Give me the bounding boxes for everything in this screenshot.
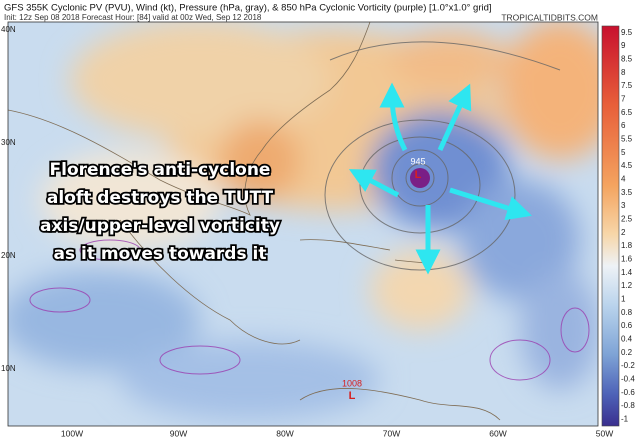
latitude-label: 40N — [1, 25, 16, 34]
colorbar-label: -0.6 — [621, 388, 635, 397]
colorbar-label: 5.5 — [621, 134, 633, 143]
colorbar-label: 4 — [621, 174, 626, 183]
colorbar-label: 1.4 — [621, 268, 633, 277]
colorbar-label: 3 — [621, 201, 626, 210]
colorbar-label: 2 — [621, 228, 626, 237]
longitude-label: 50W — [596, 428, 613, 438]
colorbar-label: 6 — [621, 121, 626, 130]
longitude-label: 70W — [383, 428, 400, 438]
longitude-label: 60W — [489, 428, 506, 438]
colorbar-label: 0.6 — [621, 321, 633, 330]
title: GFS 355K Cyclonic PV (PVU), Wind (kt), P… — [4, 3, 492, 14]
colorbar-label: 4.5 — [621, 161, 633, 170]
colorbar-label: 9.5 — [621, 28, 633, 37]
colorbar-label: -1 — [621, 414, 629, 423]
colorbar-label: 1.6 — [621, 254, 633, 263]
annotation: Florence's anti-cyclone — [50, 160, 271, 180]
colorbar-label: 8.5 — [621, 54, 633, 63]
colorbar-label: 1.2 — [621, 281, 633, 290]
svg-text:L: L — [349, 390, 356, 402]
colorbar-label: 2.5 — [621, 214, 633, 223]
colorbar-label: 0.8 — [621, 308, 633, 317]
colorbar-label: 1 — [621, 294, 626, 303]
low-pressure: 1008 — [342, 378, 362, 388]
longitude-label: 80W — [276, 428, 293, 438]
colorbar-label: 1.8 — [621, 241, 633, 250]
colorbar-label: -0.8 — [621, 401, 635, 410]
colorbar-label: -0.2 — [621, 361, 635, 370]
colorbar-label: 9 — [621, 41, 626, 50]
annotation: axis/upper-level vorticity — [40, 216, 280, 236]
annotation: aloft destroys the TUTT — [47, 188, 274, 208]
site-name: TROPICALTIDBITS.COM — [501, 12, 598, 22]
colorbar-label: 3.5 — [621, 188, 633, 197]
colorbar-label: 5 — [621, 148, 626, 157]
colorbar-label: 8 — [621, 68, 626, 77]
subtitle: Init: 12z Sep 08 2018 Forecast Hour: [84… — [4, 13, 262, 22]
latitude-label: 20N — [1, 251, 16, 260]
colorbar-label: 6.5 — [621, 108, 633, 117]
colorbar-label: 0.2 — [621, 348, 633, 357]
map — [8, 22, 598, 426]
svg-text:L: L — [415, 169, 422, 181]
colorbar-label: -0.4 — [621, 374, 635, 383]
longitude-label: 100W — [61, 428, 83, 438]
colorbar-label: 7.5 — [621, 81, 633, 90]
colorbar-label: 7 — [621, 94, 626, 103]
colorbar-label: 0.4 — [621, 334, 633, 343]
annotation: as it moves towards it — [54, 244, 267, 264]
latitude-label: 10N — [1, 364, 16, 373]
low-pressure: 945 — [410, 156, 425, 166]
latitude-label: 30N — [1, 138, 16, 147]
colorbar — [601, 25, 620, 427]
longitude-label: 90W — [170, 428, 187, 438]
